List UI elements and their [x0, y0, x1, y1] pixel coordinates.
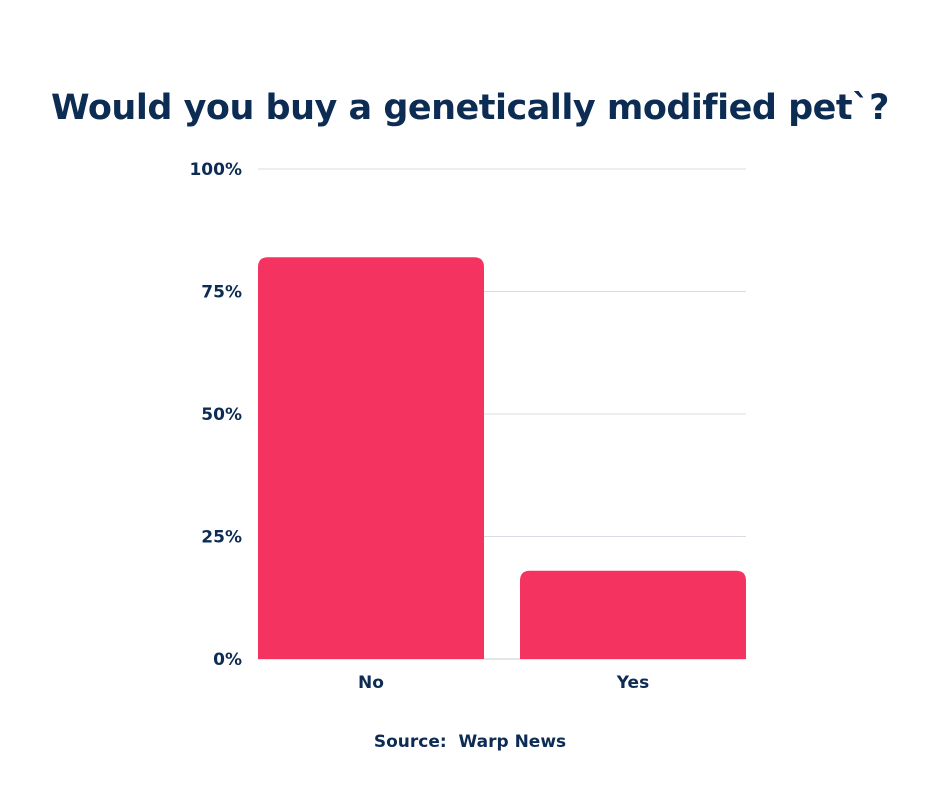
y-tick-label: 0% [213, 650, 242, 670]
x-axis-categories: No Yes [358, 673, 649, 693]
bar-yes [520, 570, 746, 659]
source-note: Source: Warp News [373, 732, 567, 752]
y-tick-label: 75% [201, 283, 242, 303]
chart-title: Would you buy a genetically modified pet… [51, 88, 889, 128]
y-axis-ticks: 0% 25% 50% 75% 100% [189, 160, 242, 670]
y-tick-label: 25% [201, 528, 242, 548]
bar-no [258, 257, 484, 659]
y-tick-label: 100% [189, 160, 242, 180]
x-category-label: No [358, 673, 384, 693]
y-tick-label: 50% [201, 405, 242, 425]
x-category-label: Yes [616, 673, 649, 693]
bars [258, 257, 746, 659]
